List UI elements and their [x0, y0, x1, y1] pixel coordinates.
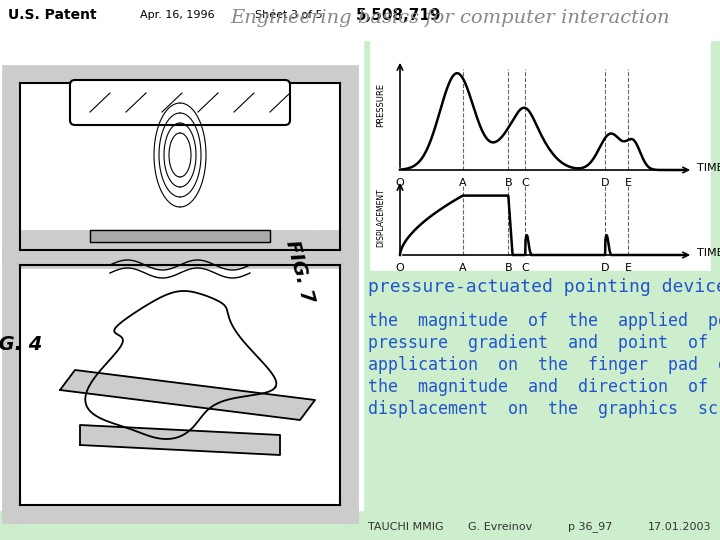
- Text: 5,508,719: 5,508,719: [356, 8, 441, 23]
- Bar: [0, 0, 363, 510]
- Bar: [2, 247, 20, 523]
- Bar: [20, 65, 340, 250]
- Text: TIME: TIME: [697, 163, 720, 173]
- Text: pressure  gradient  and  point  of  pressure: pressure gradient and point of pressure: [368, 334, 720, 352]
- Bar: [20, 230, 340, 268]
- Text: TIME: TIME: [697, 248, 720, 258]
- Polygon shape: [60, 370, 315, 420]
- Text: displacement  on  the  graphics  screen: displacement on the graphics screen: [368, 400, 720, 418]
- Bar: [370, 40, 710, 270]
- Text: the  magnitude  and  direction  of  the  cursor's: the magnitude and direction of the curso…: [368, 378, 720, 396]
- Text: application  on  the  finger  pad  determine: application on the finger pad determine: [368, 356, 720, 374]
- Text: B: B: [505, 178, 512, 188]
- Polygon shape: [80, 425, 280, 455]
- Text: U.S. Patent: U.S. Patent: [8, 8, 96, 22]
- Text: the  magnitude  of  the  applied  positive: the magnitude of the applied positive: [368, 312, 720, 330]
- Text: TAUCHI MMIG: TAUCHI MMIG: [368, 522, 444, 532]
- Text: p 36_97: p 36_97: [568, 521, 613, 532]
- Text: Engineering basics for computer interaction: Engineering basics for computer interact…: [230, 9, 670, 27]
- Text: pressure-actuated pointing device [14]: pressure-actuated pointing device [14]: [368, 278, 720, 296]
- Bar: [2, 505, 358, 523]
- Text: E: E: [624, 178, 631, 188]
- Bar: [340, 247, 358, 523]
- Text: A: A: [459, 178, 467, 188]
- Bar: [2, 65, 20, 268]
- Text: Apr. 16, 1996: Apr. 16, 1996: [140, 10, 215, 20]
- Text: E: E: [624, 263, 631, 273]
- Text: O: O: [395, 178, 405, 188]
- Polygon shape: [85, 291, 276, 439]
- Text: 17.01.2003: 17.01.2003: [648, 522, 711, 532]
- Text: C: C: [521, 263, 529, 273]
- Text: B: B: [505, 263, 512, 273]
- Bar: [90, 230, 270, 242]
- Bar: [0, 0, 720, 40]
- Bar: [340, 65, 358, 268]
- Text: PRESSURE: PRESSURE: [376, 83, 385, 127]
- Text: D: D: [601, 178, 609, 188]
- Bar: [20, 265, 340, 505]
- Bar: [2, 247, 358, 265]
- Text: FIG. 7: FIG. 7: [282, 239, 318, 306]
- Text: C: C: [521, 178, 529, 188]
- Bar: [90, 230, 270, 242]
- Text: FIG. 4: FIG. 4: [0, 335, 42, 354]
- Text: A: A: [459, 263, 467, 273]
- Text: G. Evreinov: G. Evreinov: [468, 522, 532, 532]
- Text: DISPLACEMENT: DISPLACEMENT: [376, 188, 385, 247]
- Text: D: D: [601, 263, 609, 273]
- FancyBboxPatch shape: [70, 80, 290, 125]
- Text: Sheet 3 of 5: Sheet 3 of 5: [255, 10, 323, 20]
- Text: O: O: [395, 263, 405, 273]
- Bar: [20, 65, 340, 83]
